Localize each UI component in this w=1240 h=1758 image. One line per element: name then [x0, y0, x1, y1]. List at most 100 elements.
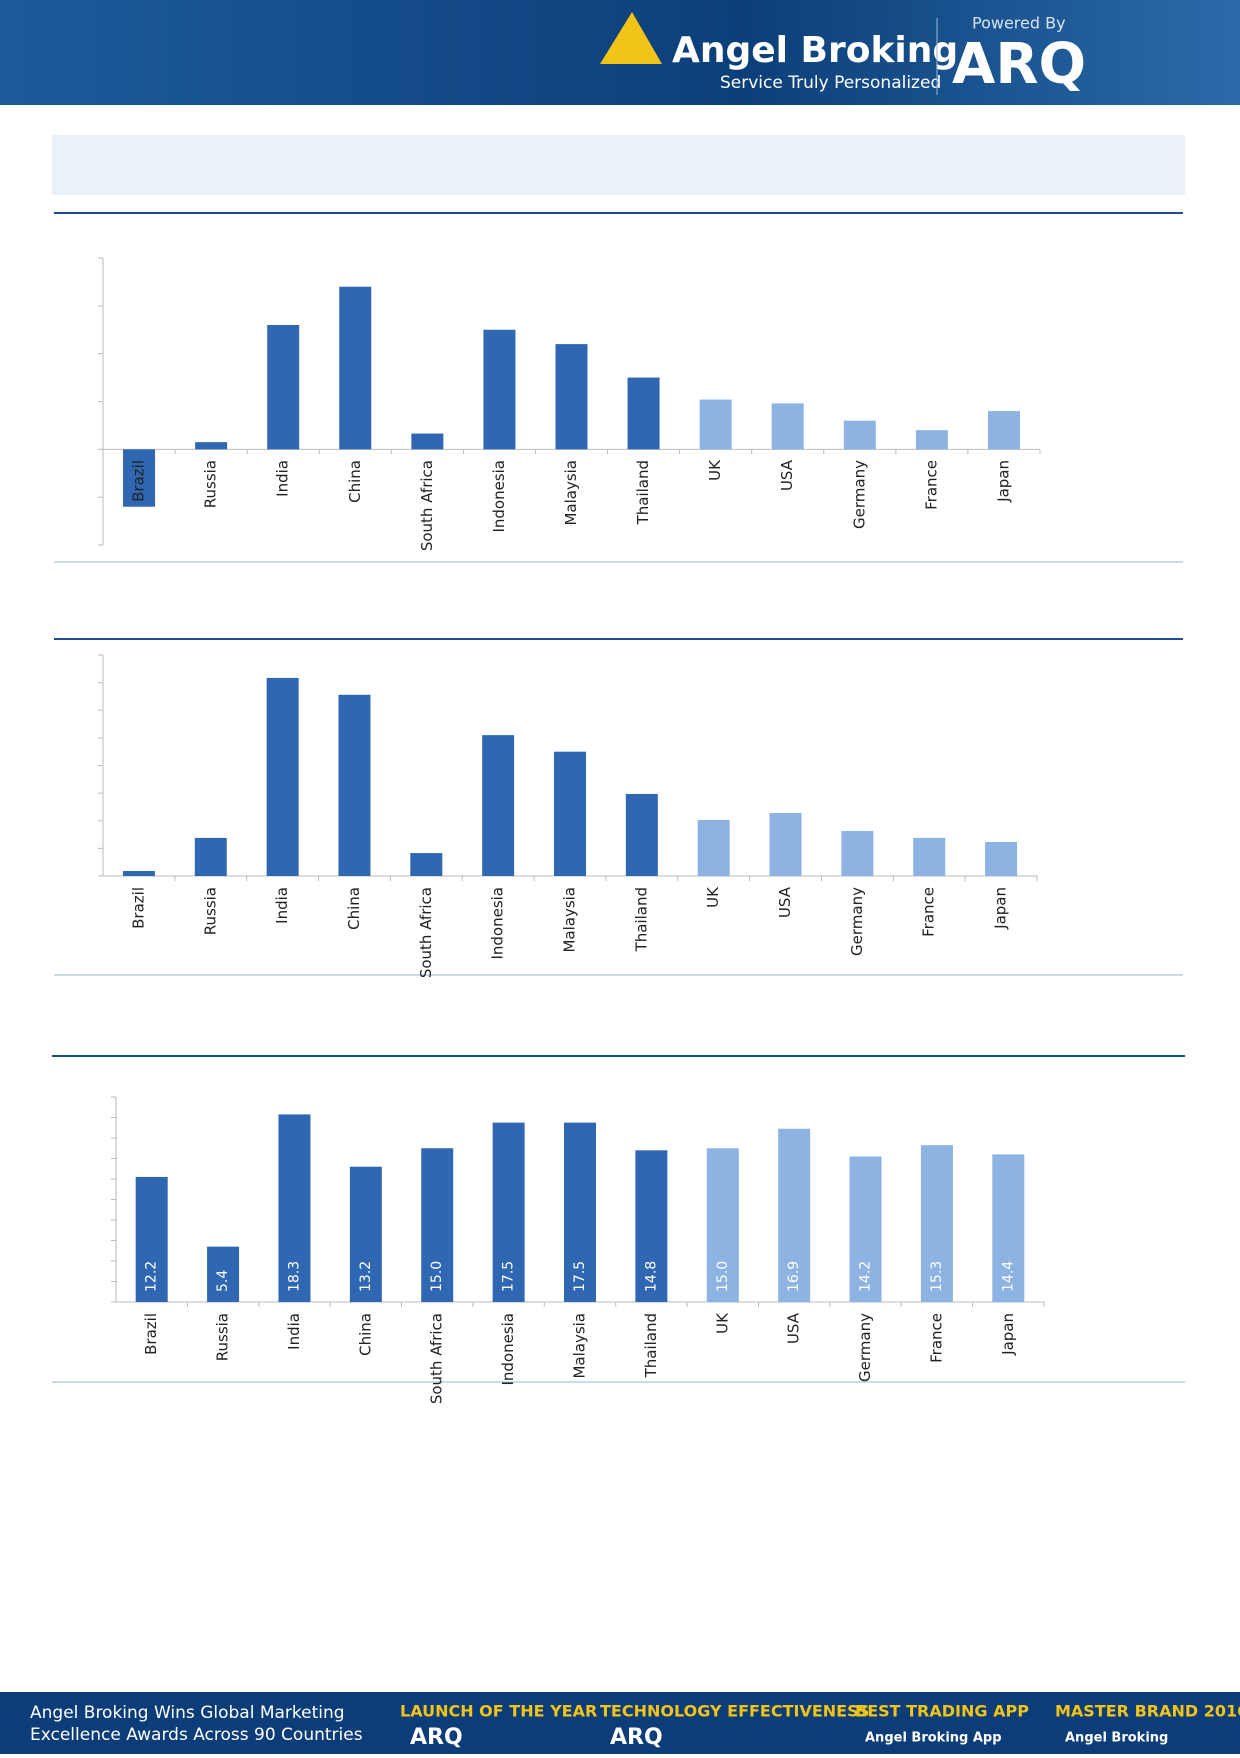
data-label: 13.2	[358, 1261, 374, 1292]
bar	[267, 324, 300, 450]
x-tick-label: Germany	[850, 460, 868, 529]
x-tick-label: Japan	[999, 1313, 1017, 1356]
x-tick-label: USA	[785, 1312, 803, 1344]
brand: Angel Broking	[672, 30, 958, 71]
data-label: 15.0	[715, 1261, 731, 1292]
x-tick-label: UK	[713, 1312, 731, 1334]
bar	[706, 1148, 739, 1302]
x-tick-label: Malaysia	[562, 460, 580, 526]
data-label: 15.3	[929, 1261, 945, 1292]
x-tick-label: USA	[778, 459, 796, 491]
data-label: 17.5	[501, 1261, 517, 1292]
x-tick-label: Indonesia	[489, 887, 507, 960]
data-label: 14.4	[1000, 1261, 1016, 1292]
product: ARQ	[952, 32, 1086, 97]
award-title: BEST TRADING APP	[855, 1702, 1029, 1721]
x-tick-label: Thailand	[634, 460, 652, 525]
x-tick-label: Japan	[992, 887, 1010, 930]
bar	[699, 399, 732, 450]
x-tick-label: UK	[706, 459, 724, 481]
award-sub: ARQ	[610, 1725, 663, 1750]
bar	[195, 442, 228, 450]
bar	[625, 793, 658, 876]
x-tick-label: Russia	[214, 1313, 232, 1361]
x-tick-label: UK	[704, 886, 722, 908]
bar	[985, 842, 1018, 876]
x-tick-label: Brazil	[142, 1313, 160, 1355]
data-label: 16.9	[786, 1261, 802, 1292]
x-tick-label: South Africa	[418, 460, 436, 551]
tagline: Service Truly Personalized	[720, 73, 941, 93]
award-sub: Angel Broking	[1065, 1731, 1168, 1746]
bar	[769, 813, 802, 876]
award-title: MASTER BRAND 2016	[1055, 1702, 1240, 1721]
data-label: 15.0	[429, 1261, 445, 1292]
x-tick-label: Germany	[856, 1313, 874, 1382]
powered: Powered By	[972, 14, 1066, 33]
x-tick-label: France	[922, 460, 940, 510]
bar	[278, 1114, 311, 1302]
award-title: LAUNCH OF THE YEAR	[400, 1702, 597, 1721]
bar	[207, 1246, 240, 1302]
bar	[421, 1148, 454, 1302]
bar	[843, 420, 876, 450]
x-tick-label: Russia	[202, 460, 220, 508]
x-tick-label: Thailand	[642, 1313, 660, 1378]
x-tick-label: Indonesia	[499, 1313, 517, 1386]
bar	[554, 751, 586, 876]
bar	[483, 329, 516, 450]
x-tick-label: USA	[776, 886, 794, 918]
x-tick-label: India	[273, 887, 291, 924]
x-tick-label: South Africa	[417, 887, 435, 978]
bar	[411, 433, 444, 450]
logo	[600, 12, 662, 64]
title-box	[52, 135, 1185, 195]
x-tick-label: Russia	[201, 887, 219, 935]
bar	[920, 1145, 953, 1302]
data-label: 14.8	[643, 1261, 659, 1292]
data-label: 14.2	[858, 1261, 874, 1292]
x-tick-label: France	[920, 887, 938, 937]
data-label: 12.2	[144, 1261, 160, 1292]
bar	[987, 411, 1020, 450]
x-tick-label: India	[274, 460, 292, 497]
x-tick-label: South Africa	[428, 1313, 446, 1404]
bar	[349, 1166, 382, 1302]
x-tick-label: Brazil	[129, 887, 147, 929]
bar	[849, 1156, 882, 1302]
bar	[778, 1128, 811, 1302]
x-tick-label: China	[356, 1313, 374, 1356]
x-tick-label: France	[927, 1313, 945, 1363]
bar	[339, 286, 372, 450]
x-tick-label: Germany	[848, 887, 866, 956]
bar	[482, 735, 515, 876]
bar	[627, 377, 660, 450]
bar	[771, 403, 804, 450]
data-label: 5.4	[215, 1270, 231, 1292]
bar	[123, 449, 156, 507]
x-tick-label: Japan	[994, 460, 1012, 503]
bar	[992, 1154, 1025, 1302]
award-sub: Angel Broking App	[865, 1731, 1002, 1746]
bar	[913, 837, 946, 876]
footer	[0, 1692, 1240, 1754]
bar	[564, 1122, 596, 1302]
bar	[697, 819, 730, 876]
bar	[841, 830, 874, 876]
bar	[492, 1122, 525, 1302]
x-tick-label: Malaysia	[561, 887, 579, 953]
bar	[635, 1150, 668, 1302]
bar	[410, 853, 443, 876]
data-label: 18.3	[286, 1261, 302, 1292]
bar	[122, 871, 155, 876]
x-tick-label: Indonesia	[490, 460, 508, 533]
bar	[266, 677, 299, 876]
bar	[194, 837, 227, 876]
x-tick-label: Brazil	[130, 460, 148, 502]
award-sub: ARQ	[410, 1725, 463, 1750]
bar	[338, 694, 371, 876]
bar	[915, 430, 948, 450]
bar	[135, 1176, 168, 1302]
